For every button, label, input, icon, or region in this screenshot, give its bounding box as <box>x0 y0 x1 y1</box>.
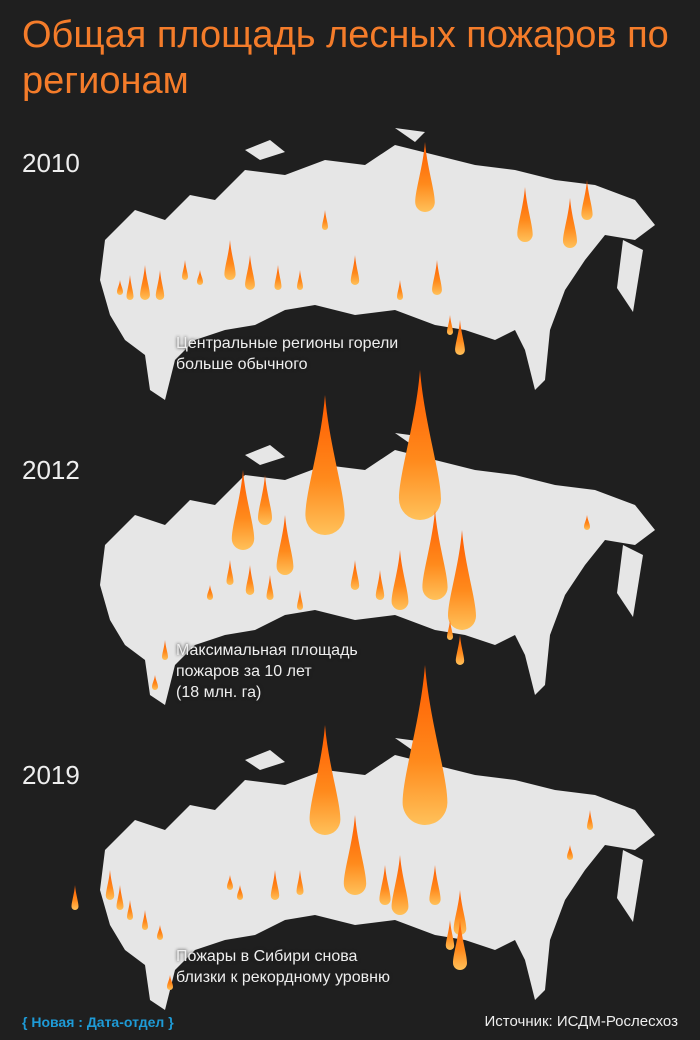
flame <box>455 635 465 665</box>
flame <box>305 395 345 535</box>
caption-line: пожаров за 10 лет <box>176 663 312 680</box>
flame <box>415 142 435 212</box>
flame <box>182 260 188 280</box>
flame <box>567 845 573 860</box>
flame <box>237 885 243 900</box>
flame <box>266 575 274 600</box>
flame <box>245 255 255 290</box>
flames <box>71 142 593 990</box>
flame <box>379 865 391 906</box>
flame <box>447 620 453 640</box>
flame <box>297 590 303 610</box>
flame <box>297 270 303 290</box>
flame <box>142 910 148 930</box>
flame <box>71 885 79 910</box>
flame <box>276 515 294 575</box>
flame <box>375 570 385 601</box>
flame <box>432 260 442 295</box>
flame <box>245 565 255 595</box>
flame <box>429 865 441 906</box>
year: 2012 <box>22 455 80 485</box>
caption: Пожары в Сибири снова близки к рекордном… <box>176 946 390 988</box>
flame <box>162 640 168 660</box>
caption-line: Максимальная площадь <box>176 642 358 659</box>
caption: Максимальная площадь пожаров за 10 лет (… <box>176 640 358 703</box>
caption-line: Пожары в Сибири снова <box>176 948 358 965</box>
flame <box>391 855 409 915</box>
flame <box>270 870 280 900</box>
flame <box>581 180 593 220</box>
source: Источник: ИСДМ-Рослесхоз <box>484 1013 678 1030</box>
flame <box>197 270 203 285</box>
flame <box>224 240 236 280</box>
flame <box>448 530 476 630</box>
caption-line: (18 млн. га) <box>176 684 262 701</box>
flame <box>391 550 409 610</box>
flame <box>296 870 304 895</box>
flame <box>350 255 360 285</box>
flame <box>455 320 465 355</box>
brand: { Новая : Дата-отдел } <box>22 1014 174 1030</box>
flame <box>445 920 455 950</box>
flame <box>563 198 577 248</box>
flame <box>309 725 341 835</box>
title: Общая площадь лесных пожаров по регионам <box>22 14 669 102</box>
flame <box>117 280 123 295</box>
flame <box>140 265 150 300</box>
flame <box>584 515 590 530</box>
year: 2019 <box>22 760 80 790</box>
flame <box>105 870 115 900</box>
flame <box>274 265 282 290</box>
flame <box>343 815 367 895</box>
flame <box>517 187 533 243</box>
flame <box>587 810 593 830</box>
flame <box>127 900 133 920</box>
flame <box>258 475 272 525</box>
year: 2010 <box>22 148 80 178</box>
flame <box>422 510 448 600</box>
flame <box>453 920 467 970</box>
caption-line: больше обычного <box>176 356 308 373</box>
caption-line: Центральные регионы горели <box>176 335 399 352</box>
flame <box>350 560 360 590</box>
flame <box>157 925 163 940</box>
flame <box>227 875 233 890</box>
flame <box>447 315 453 335</box>
flame <box>207 585 213 600</box>
flame <box>167 975 173 990</box>
flame <box>402 665 448 825</box>
flame <box>126 275 134 300</box>
flame <box>453 890 467 935</box>
flame <box>399 370 441 520</box>
flame <box>397 280 403 300</box>
caption-line: близки к рекордному уровню <box>176 969 390 986</box>
flame <box>226 560 234 586</box>
flame <box>322 210 328 230</box>
caption: Центральные регионы горели больше обычно… <box>176 333 398 375</box>
flame <box>155 270 165 300</box>
flame <box>152 675 158 690</box>
flame <box>231 470 255 550</box>
flame <box>116 885 124 910</box>
